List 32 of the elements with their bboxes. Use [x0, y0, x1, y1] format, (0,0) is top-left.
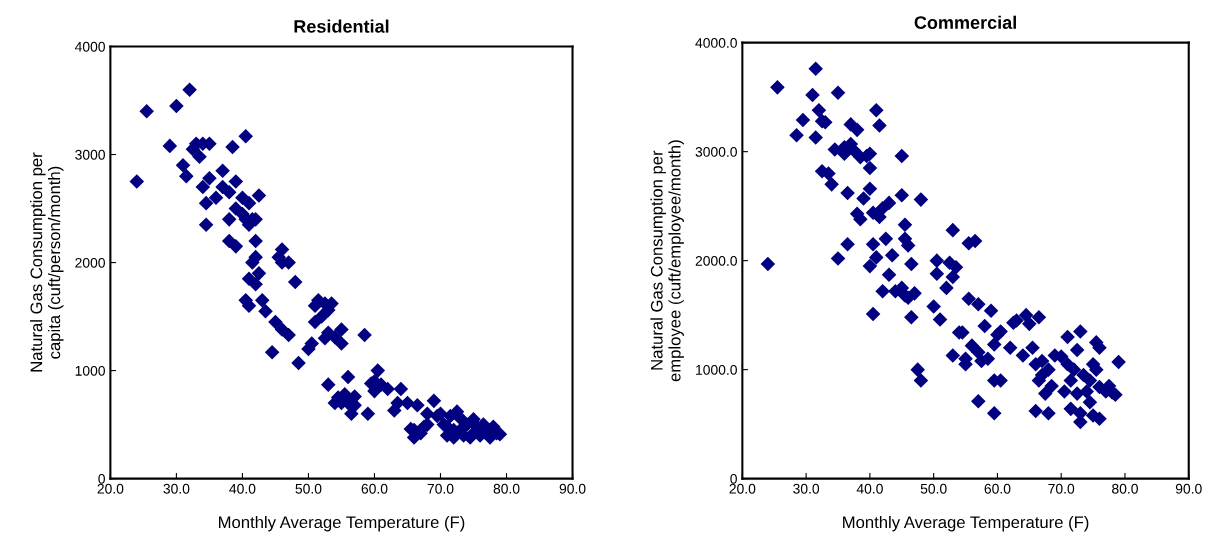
- x-tick-label: 30.0: [163, 483, 190, 494]
- y-tick-label: 0: [98, 473, 105, 484]
- x-tick-label: 80.0: [493, 483, 520, 494]
- x-tick-label: 60.0: [984, 483, 1011, 494]
- x-tick-label: 30.0: [793, 483, 820, 494]
- x-tick-label: 50.0: [295, 483, 322, 494]
- x-tick-label: 70.0: [427, 483, 454, 494]
- y-tick-label: 2000: [75, 257, 105, 268]
- y-axis-title: Natural Gas Consumption per employee (cuft/employee/month): [650, 140, 684, 382]
- y-axis-title: Natural Gas Consumption per capita (cuft/person/month): [30, 152, 64, 372]
- y-tick-label: 4000.0: [695, 38, 737, 48]
- chart-title: Commercial: [914, 15, 1016, 29]
- x-tick-label: 20.0: [729, 483, 756, 494]
- x-tick-label: 90.0: [1175, 483, 1202, 494]
- y-tick-label: 4000: [74, 41, 105, 52]
- y-tick-label: 2000.0: [695, 255, 737, 266]
- y-tick-label: 1000.0: [696, 364, 737, 375]
- x-tick-label: 80.0: [1112, 483, 1138, 494]
- chart-title: Residential: [294, 19, 389, 33]
- x-axis-title: Monthly Average Temperature (F): [843, 515, 1089, 532]
- y-tick-label: 1000: [75, 365, 105, 376]
- x-axis-title: Monthly Average Temperature (F): [219, 515, 465, 532]
- x-tick-label: 70.0: [1048, 483, 1075, 494]
- x-tick-label: 20.0: [97, 483, 124, 494]
- x-tick-label: 60.0: [361, 483, 388, 494]
- x-tick-label: 40.0: [856, 483, 883, 494]
- y-tick-label: 3000: [75, 149, 105, 160]
- y-tick-label: 0: [730, 473, 737, 484]
- x-tick-label: 50.0: [920, 483, 947, 494]
- x-tick-label: 40.0: [229, 483, 256, 494]
- y-tick-label: 3000.0: [695, 146, 737, 157]
- x-tick-label: 90.0: [559, 483, 586, 494]
